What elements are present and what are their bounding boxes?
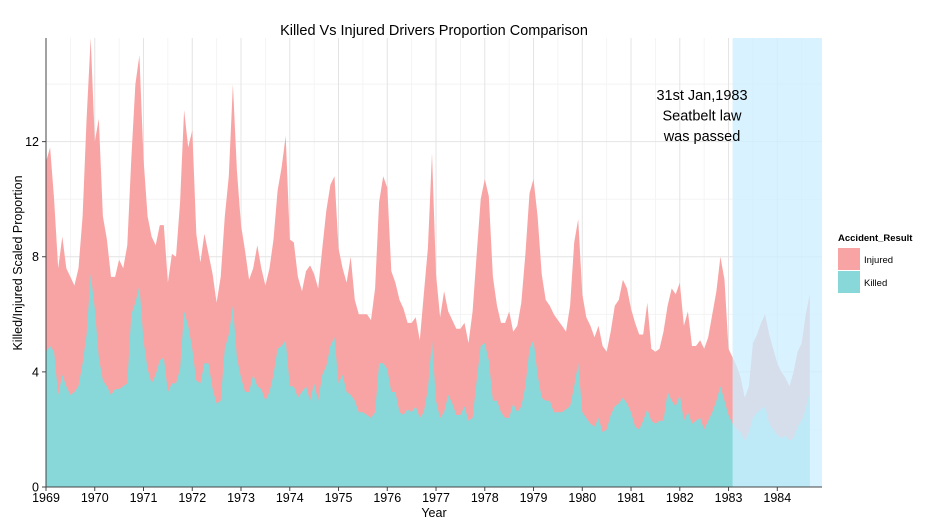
seatbelt-law-highlight <box>732 38 822 487</box>
legend: Accident_Result Injured Killed <box>838 233 913 293</box>
x-tick-label: 1979 <box>520 491 548 505</box>
legend-swatch-injured <box>838 248 860 270</box>
x-tick-label: 1974 <box>276 491 304 505</box>
legend-swatch-killed <box>838 271 860 293</box>
x-tick-label: 1984 <box>763 491 791 505</box>
y-tick-label: 8 <box>32 250 39 264</box>
x-tick-label: 1973 <box>227 491 255 505</box>
y-tick-label: 4 <box>32 365 39 379</box>
annotation-line: Seatbelt law <box>663 109 743 125</box>
axes: 1969 1970 1971 1972 1973 1974 1975 1976 1977 1978… <box>25 38 822 505</box>
legend-title: Accident_Result <box>838 233 913 244</box>
area-series <box>46 38 810 487</box>
chart-title: Killed Vs Injured Drivers Proportion Com… <box>280 23 588 39</box>
x-tick-label: 1978 <box>471 491 499 505</box>
area-killed <box>46 274 810 487</box>
x-tick-label: 1983 <box>715 491 743 505</box>
x-axis-label: Year <box>421 506 446 520</box>
x-tick-label: 1981 <box>617 491 645 505</box>
x-tick-label: 1970 <box>81 491 109 505</box>
x-tick-label: 1977 <box>422 491 450 505</box>
y-axis-label: Killed/Injured Scaled Proportion <box>11 175 25 350</box>
y-tick-label: 0 <box>32 481 39 495</box>
x-tick-label: 1972 <box>178 491 206 505</box>
annotation-line: was passed <box>663 129 741 145</box>
x-tick-label: 1969 <box>32 491 60 505</box>
x-tick-label: 1975 <box>325 491 353 505</box>
y-tick-label: 12 <box>25 135 39 149</box>
seatbelt-law-annotation: 31st Jan,1983 Seatbelt law was passed <box>656 88 747 145</box>
legend-label-injured: Injured <box>864 255 893 266</box>
x-tick-label: 1971 <box>130 491 158 505</box>
legend-label-killed: Killed <box>864 278 887 289</box>
x-tick-label: 1982 <box>666 491 694 505</box>
annotation-line: 31st Jan,1983 <box>656 88 747 104</box>
x-tick-label: 1976 <box>373 491 401 505</box>
x-tick-label: 1980 <box>568 491 596 505</box>
